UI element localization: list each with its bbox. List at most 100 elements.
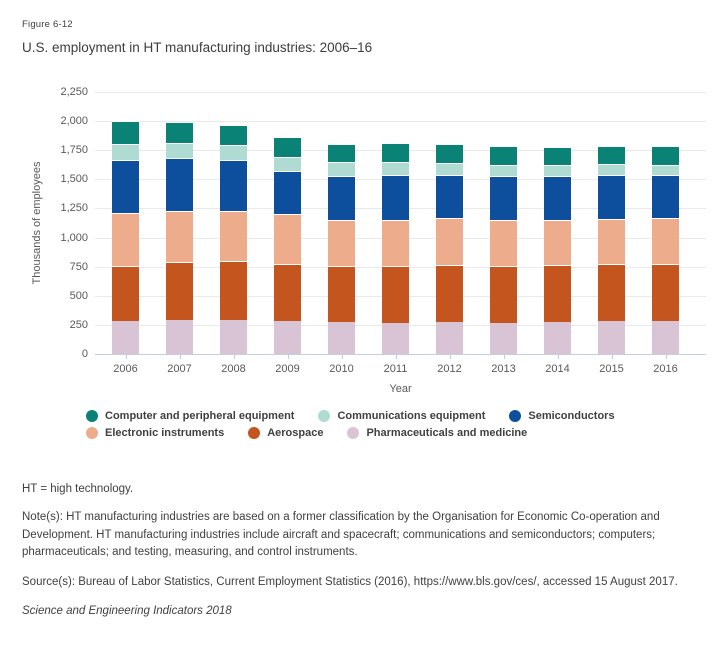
- legend-item: Electronic instruments: [86, 427, 224, 439]
- legend-swatch-icon: [86, 410, 98, 422]
- bar-segment: [220, 124, 247, 145]
- bar-2008: [220, 92, 247, 354]
- bar-segment: [490, 219, 517, 266]
- x-tick-label: 2009: [275, 363, 300, 375]
- bar-segment: [274, 136, 301, 157]
- x-tick-label: 2011: [383, 363, 408, 375]
- bar-2012: [436, 92, 463, 354]
- bar-segment: [490, 145, 517, 165]
- bar-segment: [328, 161, 355, 176]
- legend-item: Pharmaceuticals and medicine: [347, 427, 527, 439]
- legend-label: Communications equipment: [337, 410, 486, 422]
- bar-segment: [220, 145, 247, 160]
- x-tick-label: 2007: [167, 363, 192, 375]
- bar-segment: [328, 175, 355, 220]
- bar-segment: [382, 143, 409, 162]
- bar-segment: [166, 143, 193, 159]
- bar-segment: [274, 264, 301, 321]
- notes-block: HT = high technology. Note(s): HT manufa…: [22, 481, 679, 621]
- bar-segment: [220, 260, 247, 321]
- y-tick-label: 250: [69, 318, 88, 331]
- bar-segment: [490, 322, 517, 354]
- x-tick: [233, 354, 235, 359]
- abbreviation-note: HT = high technology.: [22, 483, 134, 495]
- bar-segment: [166, 319, 193, 354]
- bar-segment: [598, 145, 625, 165]
- bar-2006: [112, 92, 139, 354]
- bar-segment: [382, 161, 409, 176]
- x-tick-label: 2010: [329, 363, 354, 375]
- legend-swatch-icon: [86, 427, 98, 439]
- footer-publication: Science and Engineering Indicators 2018: [22, 605, 232, 618]
- bar-segment: [436, 163, 463, 175]
- y-tick-label: 0: [81, 348, 88, 360]
- bar-segment: [652, 174, 679, 218]
- bar-segment: [652, 217, 679, 264]
- x-tick: [341, 354, 343, 359]
- bar-segment: [544, 220, 571, 265]
- plot-area: [95, 92, 706, 355]
- bar-segment: [544, 175, 571, 221]
- bar-segment: [436, 321, 463, 354]
- bar-2016: [652, 92, 679, 354]
- y-tick-label: 1,000: [60, 231, 88, 244]
- bar-segment: [652, 263, 679, 322]
- bar-segment: [112, 159, 139, 214]
- bar-segment: [652, 321, 679, 354]
- bar-segment: [112, 143, 139, 160]
- legend-item: Aerospace: [248, 427, 323, 439]
- bar-segment: [436, 143, 463, 164]
- bar-segment: [436, 174, 463, 219]
- bar-segment: [274, 320, 301, 354]
- bar-segment: [220, 210, 247, 261]
- bar-segment: [598, 218, 625, 265]
- bar-2013: [490, 92, 517, 354]
- bar-2009: [274, 92, 301, 354]
- bar-2011: [382, 92, 409, 354]
- x-tick-label: 2013: [491, 363, 516, 375]
- x-tick-label: 2016: [653, 363, 678, 375]
- bar-segment: [112, 121, 139, 144]
- legend-item: Computer and peripheral equipment: [86, 410, 294, 422]
- x-tick: [557, 354, 559, 359]
- legend-swatch-icon: [347, 427, 360, 439]
- legend-label: Electronic instruments: [105, 427, 225, 439]
- bar-segment: [598, 174, 625, 219]
- y-tick-label: 1,500: [60, 173, 88, 186]
- x-tick: [449, 354, 451, 359]
- bar-segment: [328, 321, 355, 354]
- bar-segment: [598, 164, 625, 175]
- bar-segment: [166, 211, 193, 263]
- bar-segment: [166, 158, 193, 212]
- legend-item: Communications equipment: [318, 410, 485, 422]
- x-tick: [287, 354, 289, 359]
- legend-swatch-icon: [318, 410, 331, 422]
- bar-segment: [112, 320, 139, 354]
- y-tick-label: 500: [69, 289, 88, 302]
- x-tick: [395, 354, 397, 359]
- legend-item: Semiconductors: [509, 410, 615, 422]
- bar-segment: [490, 175, 517, 220]
- x-tick: [125, 354, 127, 359]
- bar-segment: [652, 145, 679, 165]
- bar-segment: [652, 164, 679, 175]
- bar-segment: [382, 266, 409, 323]
- bar-segment: [274, 156, 301, 172]
- bar-segment: [328, 266, 355, 322]
- bar-segment: [598, 264, 625, 321]
- bar-segment: [112, 265, 139, 321]
- legend-label: Computer and peripheral equipment: [105, 410, 295, 422]
- bar-segment: [166, 262, 193, 320]
- y-tick-label: 2,000: [60, 115, 88, 128]
- legend-label: Aerospace: [267, 427, 324, 439]
- stacked-bar-chart: Thousands of employees Year 0 250 500 750 1,…: [0, 86, 724, 402]
- bar-segment: [220, 320, 247, 354]
- bar-segment: [382, 175, 409, 221]
- bar-segment: [490, 164, 517, 176]
- x-tick-label: 2014: [545, 363, 570, 375]
- bar-2014: [544, 92, 571, 354]
- x-tick-label: 2008: [221, 363, 246, 375]
- legend-swatch-icon: [509, 410, 522, 422]
- x-tick: [179, 354, 181, 359]
